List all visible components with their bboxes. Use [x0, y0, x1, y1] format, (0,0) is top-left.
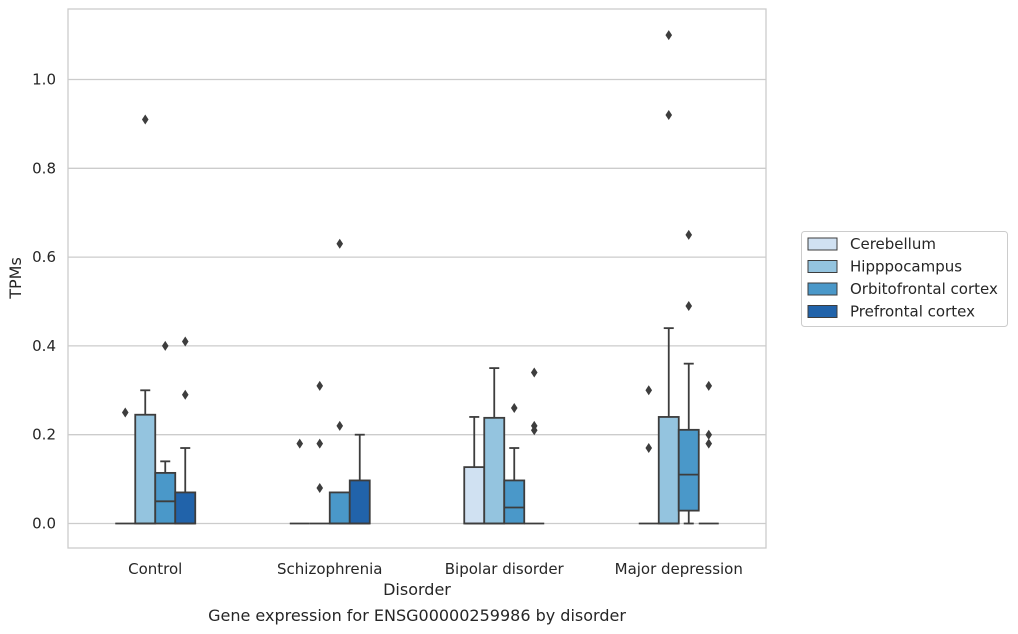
legend-swatch [807, 282, 838, 296]
outlier-point [705, 380, 713, 391]
outlier-point [645, 443, 653, 454]
outlier-point [316, 438, 324, 449]
box-rect [348, 479, 371, 525]
box-rect [328, 491, 351, 525]
outlier-point [705, 429, 713, 440]
box-rect [463, 466, 486, 525]
legend: Cerebellum Hipppocampus Orbitofrontal cort… [801, 231, 1008, 327]
y-tick-label: 0.6 [32, 248, 56, 266]
outlier-point [665, 110, 673, 121]
box-rect [503, 479, 526, 525]
boxes [115, 30, 719, 525]
outlier-point [665, 30, 673, 41]
y-axis-ticks: 0.0 0.2 0.4 0.6 0.8 1.0 [32, 71, 56, 533]
legend-label: Hipppocampus [850, 258, 962, 276]
outlier-point [705, 438, 713, 449]
box-rect [174, 491, 197, 525]
outlier-point [316, 380, 324, 391]
y-tick-label: 0.8 [32, 159, 56, 177]
box-group [698, 380, 719, 525]
box-group [677, 229, 700, 525]
box-group [115, 407, 136, 525]
box-rect [483, 416, 506, 525]
legend-frame [801, 231, 1008, 327]
outlier-point [161, 340, 169, 351]
box-group [134, 114, 157, 525]
box-group [154, 340, 177, 525]
outlier-point [685, 300, 693, 311]
y-axis-label: TPMs [6, 257, 25, 300]
figure-caption: Gene expression for ENSG00000259986 by d… [208, 606, 626, 625]
x-axis-ticks: Control Schizophrenia Bipolar disorder Majo… [128, 560, 743, 578]
legend-swatch [807, 305, 838, 318]
outlier-point [181, 336, 189, 347]
box-group [328, 238, 351, 525]
box-group [638, 385, 659, 525]
legend-label: Prefrontal cortex [850, 303, 975, 321]
outlier-point [181, 389, 189, 400]
box-group [174, 336, 197, 525]
outlier-point [336, 238, 344, 249]
box-group [348, 433, 371, 525]
box-group [657, 30, 680, 525]
legend-label: Cerebellum [850, 235, 936, 253]
x-tick-label: Bipolar disorder [445, 560, 565, 578]
x-tick-label: Control [128, 560, 182, 578]
box-group [309, 380, 330, 525]
box-group [524, 367, 545, 525]
outlier-point [530, 367, 538, 378]
box-group [483, 367, 506, 525]
plot-frame [67, 8, 767, 549]
y-tick-label: 0.4 [32, 337, 56, 355]
box-group [503, 403, 526, 525]
x-axis-label: Disorder [383, 580, 451, 599]
box-rect [677, 428, 700, 512]
outlier-point [530, 425, 538, 436]
legend-swatch [807, 237, 838, 251]
outlier-point [510, 403, 518, 414]
box-group [463, 416, 486, 525]
box-plot-chart: 0.0 0.2 0.4 0.6 0.8 1.0 Control Schizophrenia B… [6, 8, 1008, 599]
legend-label: Orbitofrontal cortex [850, 280, 998, 298]
box-rect [657, 416, 680, 525]
outlier-point [121, 407, 129, 418]
outlier-point [645, 385, 653, 396]
box-group [289, 438, 310, 525]
outlier-point [685, 229, 693, 240]
y-tick-label: 0.0 [32, 515, 56, 533]
box-rect [154, 471, 177, 525]
legend-swatch [807, 260, 838, 273]
y-tick-label: 1.0 [32, 71, 56, 89]
outlier-point [141, 114, 149, 125]
outlier-point [336, 420, 344, 431]
box-rect [134, 413, 157, 525]
y-tick-label: 0.2 [32, 426, 56, 444]
x-tick-label: Major depression [615, 560, 743, 578]
outlier-point [296, 438, 304, 449]
x-tick-label: Schizophrenia [277, 560, 382, 578]
outlier-point [316, 482, 324, 493]
